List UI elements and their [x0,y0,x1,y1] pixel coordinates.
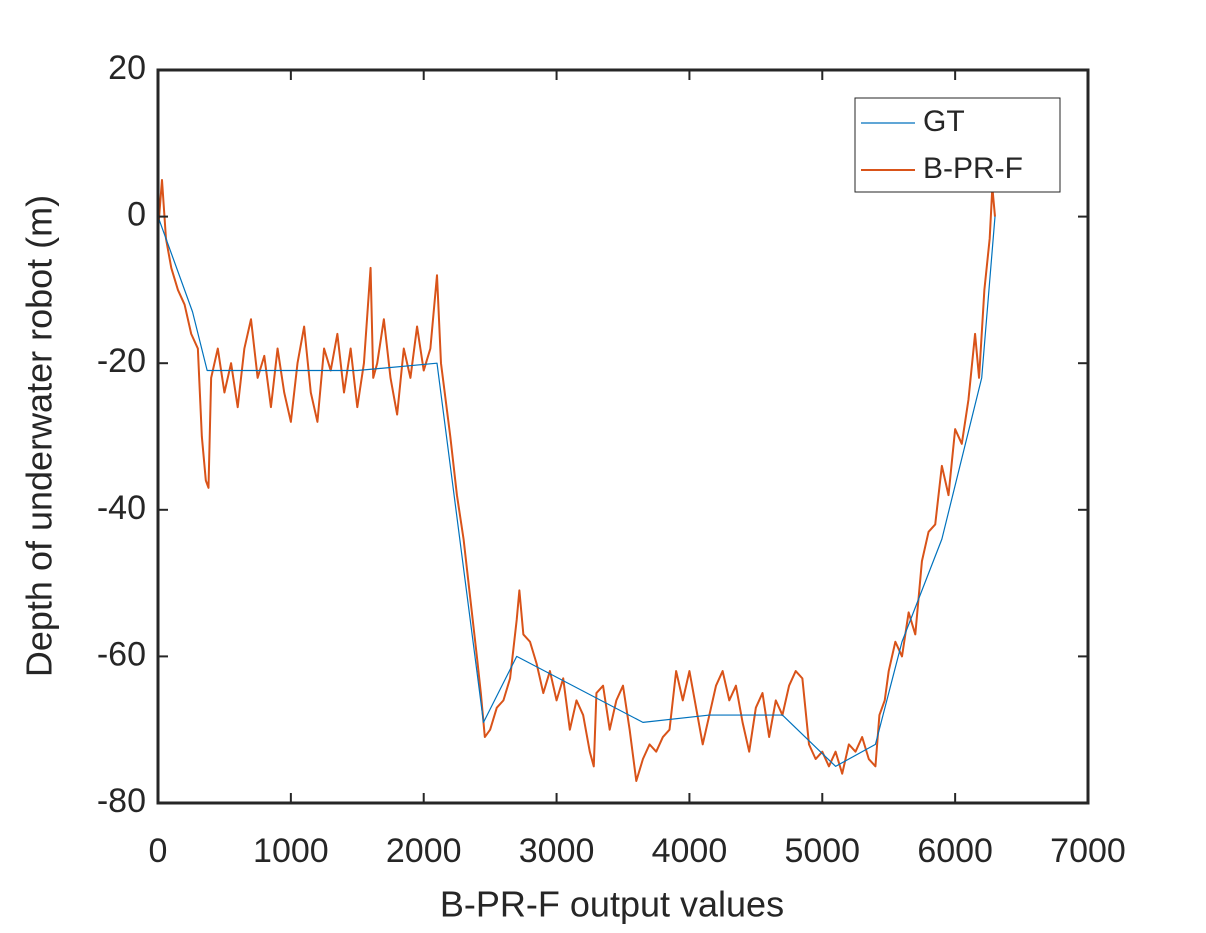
x-tick-label: 0 [149,832,168,870]
y-tick-label: 0 [127,196,146,234]
legend-label: B-PR-F [923,152,1023,185]
y-tick-label: 20 [108,49,146,87]
x-tick-label: 2000 [386,832,462,870]
y-axis-label: Depth of underwater robot (m) [19,195,60,677]
legend-label: GT [923,105,965,138]
data-line [157,178,996,783]
x-tick-label: 5000 [784,832,860,870]
x-tick-label: 6000 [917,832,993,870]
plot-frame [156,68,1090,805]
x-tick-label: 4000 [652,832,728,870]
y-tick-label: -80 [97,782,146,820]
x-tick-label: 3000 [519,832,595,870]
x-tick-label: 1000 [253,832,329,870]
x-tick-label: 7000 [1050,832,1126,870]
y-tick-label: -20 [97,342,146,380]
y-tick-label: -60 [97,635,146,673]
data-line [157,216,996,767]
y-tick-label: -40 [97,489,146,527]
legend-box [854,97,1061,193]
x-axis-label: B-PR-F output values [440,884,784,925]
